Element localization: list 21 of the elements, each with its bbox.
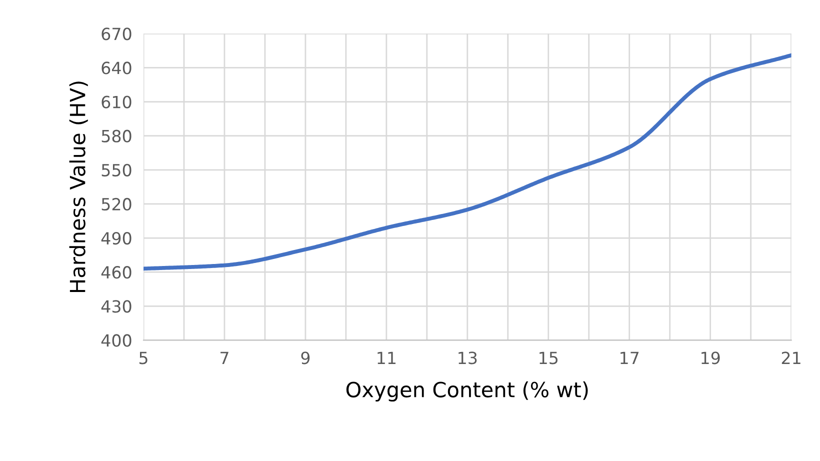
y-tick-label: 430 xyxy=(101,300,132,313)
y-tick-label: 490 xyxy=(101,232,132,245)
y-tick-label: 610 xyxy=(102,96,132,108)
y-tick-label: 670 xyxy=(102,28,132,40)
x-tick-label: 15 xyxy=(540,352,558,364)
y-tick-label: 640 xyxy=(102,62,132,74)
x-tick-label: 9 xyxy=(301,352,310,364)
x-tick-label: 17 xyxy=(620,352,639,364)
x-tick-label: 19 xyxy=(702,352,720,364)
y-tick-label: 580 xyxy=(102,130,132,142)
y-tick-label: 400 xyxy=(101,334,132,347)
x-tick-label: 11 xyxy=(378,352,396,364)
x-tick-label: 21 xyxy=(782,352,800,364)
x-tick-label: 13 xyxy=(458,352,477,364)
x-axis-title: Oxygen Content (% wt) xyxy=(346,381,588,402)
x-tick-label: 7 xyxy=(220,352,228,364)
y-tick-label: 550 xyxy=(102,164,132,176)
y-tick-label: 520 xyxy=(102,198,132,211)
x-tick-label: 5 xyxy=(139,352,148,364)
y-tick-label: 460 xyxy=(101,266,132,279)
y-axis-title: Hardness Value (HV) xyxy=(69,82,88,292)
